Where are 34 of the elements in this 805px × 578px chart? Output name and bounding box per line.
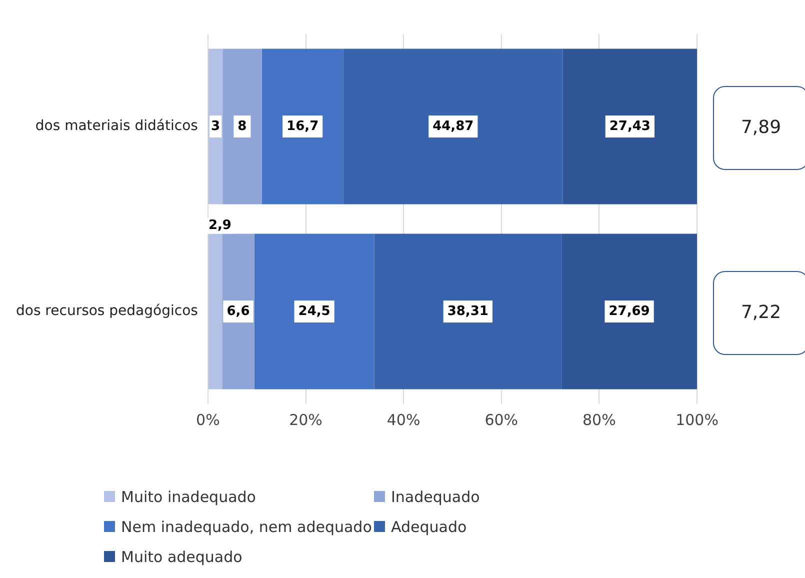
bar [562, 48, 697, 204]
data-label: 38,31 [447, 304, 488, 319]
bar [343, 48, 563, 204]
data-label: 2,9 [208, 218, 232, 234]
x-tick-label: 60% [484, 410, 518, 429]
data-label: 44,87 [432, 118, 474, 134]
bar [208, 48, 223, 204]
legend-label: Nem inadequado, nem adequado [120, 518, 373, 536]
y-tick-label: dos recursos pedagógicos [16, 303, 198, 320]
bar [208, 234, 222, 390]
x-tick-label: 100% [676, 410, 718, 429]
data-label: 24,5 [298, 304, 330, 319]
legend-label: Muito adequado [120, 548, 244, 566]
data-label: 6,6 [226, 304, 250, 319]
x-tick-label: 40% [386, 410, 420, 429]
text: 7,22 [713, 270, 805, 354]
bar [222, 48, 262, 204]
x-tick-label: 80% [582, 410, 616, 429]
legend-label: Inadequado [390, 488, 481, 506]
data-label: 8 [238, 118, 247, 134]
data-label: 27,69 [608, 304, 650, 319]
data-label: 3 [211, 118, 220, 134]
data-label: 16,7 [286, 118, 319, 134]
bar [262, 48, 344, 204]
data-label: 27,43 [609, 118, 650, 134]
legend-label: Muito inadequado [120, 488, 257, 506]
x-tick-label: 0% [196, 410, 220, 429]
bar [562, 234, 697, 390]
bar [374, 234, 562, 390]
text: 7,89 [713, 86, 805, 170]
bar [254, 234, 374, 390]
legend-label: Adequado [390, 518, 468, 536]
y-tick-label: dos materiais didáticos [35, 118, 198, 134]
x-tick-label: 20% [289, 410, 322, 429]
